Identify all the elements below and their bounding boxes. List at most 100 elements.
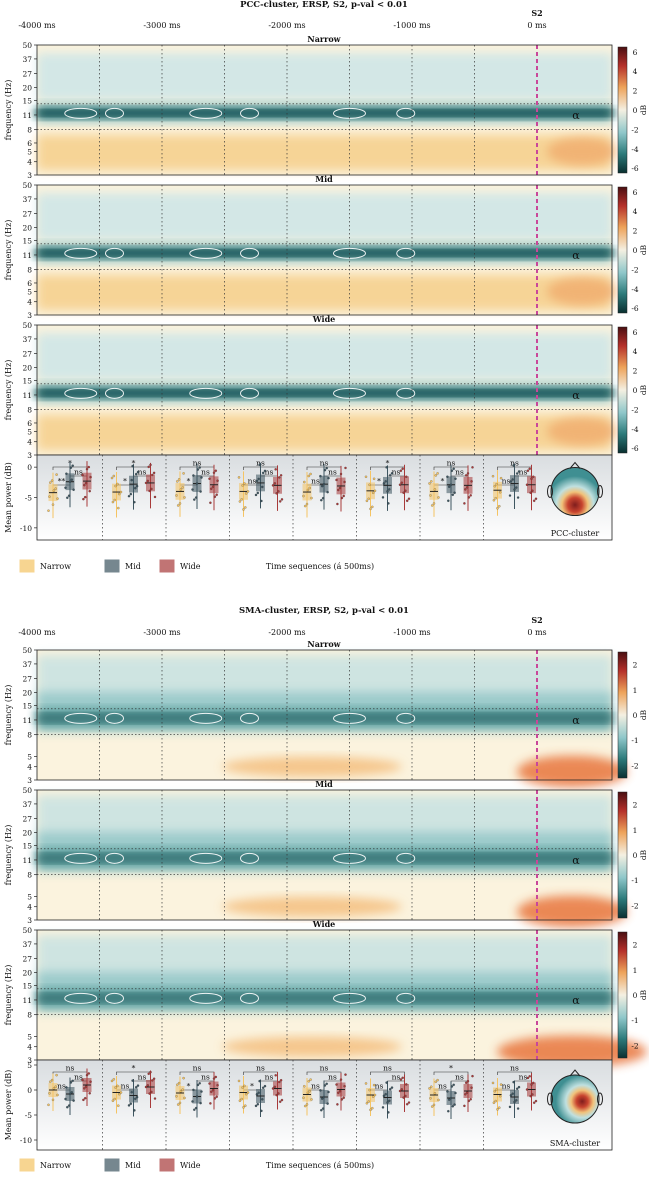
low-freq-increase [222,1036,402,1057]
box-point [256,491,259,495]
significance-contour [189,852,223,864]
box-point [405,1083,408,1086]
box-point [133,1109,136,1112]
box-point [208,1082,211,1085]
box-point [257,1091,260,1094]
box-point [494,497,497,500]
legend-label: Narrow [40,1161,71,1170]
box-point [531,1093,534,1096]
box-point [381,496,385,499]
box-point [110,1079,114,1083]
box-point [335,478,338,482]
box-point [321,1097,324,1100]
freq-tick-label: 50 [22,41,32,50]
colorbar-tick-label: -6 [631,304,639,313]
box-point [498,505,501,508]
significance-label: * [132,459,136,468]
box-point [448,485,451,488]
freq-tick-label: 5 [27,427,32,436]
significance-label: ns [265,1073,274,1082]
colorbar-tick-label: 0 [633,711,638,720]
freq-tick-label: 3 [27,1056,32,1065]
freq-tick-label: 37 [22,335,32,344]
box-point [66,496,69,499]
box-point [528,1075,531,1078]
colorbar-tick-label: 4 [633,347,638,356]
freq-tick-label: 15 [22,982,32,991]
box-point [453,1103,456,1106]
box-point [88,489,91,493]
box-point [436,1078,439,1082]
box-point [246,1091,250,1094]
box-point [516,1087,519,1090]
box-point [199,490,202,493]
freq-tick-label: 8 [27,1011,32,1020]
box-point [133,500,136,504]
colorbar-tick-label: 0 [633,246,638,255]
box-point [150,1090,153,1094]
box-point [304,1104,307,1108]
box-point [407,497,411,500]
box-point [512,1080,515,1084]
freq-tick-label: 5 [27,147,32,156]
box-point [191,1100,194,1103]
low-freq-increase [222,896,402,917]
ear-icon [547,485,553,498]
colorbar-tick-label: 2 [633,941,638,950]
box-point [112,474,116,478]
box-point [84,1085,88,1088]
box-point [386,1101,389,1104]
box-point [176,1083,179,1086]
box-point [65,1086,68,1089]
box-point [69,466,73,469]
panel-title: Narrow [307,639,341,649]
significance-label: ns [121,1082,130,1091]
significance-contour [64,107,98,119]
low-freq-increase [517,755,627,788]
box-point [303,480,306,484]
box-point [147,465,150,469]
box-point [342,494,345,498]
box-point [87,465,91,469]
box-point [382,1094,386,1098]
box-x-label: Time sequences (á 500ms) [266,1161,374,1170]
box-point [515,1099,518,1102]
significance-contour [105,247,124,259]
box-point [327,476,330,480]
freq-axis-label: frequency (Hz) [4,825,13,886]
box-point [387,1111,390,1114]
box-point [389,1088,392,1091]
freq-tick-label: 5 [27,752,32,761]
box-point [273,1085,276,1089]
colorbar-tick-label: 6 [633,188,638,197]
significance-contour [189,387,223,399]
box-point [177,478,181,481]
box-point [437,496,440,499]
box-point [303,1085,306,1088]
box-point [304,504,307,508]
box-point [436,472,439,475]
freq-tick-label: 11 [22,391,32,400]
box-point [389,474,392,477]
box-point [117,1104,120,1107]
significance-contour [64,712,98,724]
freq-axis-label: frequency (Hz) [4,685,13,746]
ersp-band [37,414,612,451]
box-tick-label: 0 [27,1086,32,1095]
colorbar [617,186,628,314]
freq-axis-label: frequency (Hz) [4,80,13,141]
box-point [406,499,409,502]
box-point [54,487,57,490]
box-point [48,1092,51,1095]
box-point [450,469,454,472]
colorbar-tick-label: 0 [633,991,638,1000]
significance-bracket [370,1071,405,1075]
significance-contour [396,107,416,119]
box-point [335,1083,338,1086]
legend-label: Mid [125,562,141,571]
box-point [364,1082,368,1085]
ersp-panel-mid: α Mid 50 37 27 20 15 11 8 5 4 3 frequency (Hz) 2 1 0 -1 -… [4,779,648,928]
box-point [407,1101,411,1104]
freq-tick-label: 15 [22,702,32,711]
colorbar-tick-label: -2 [631,125,639,134]
